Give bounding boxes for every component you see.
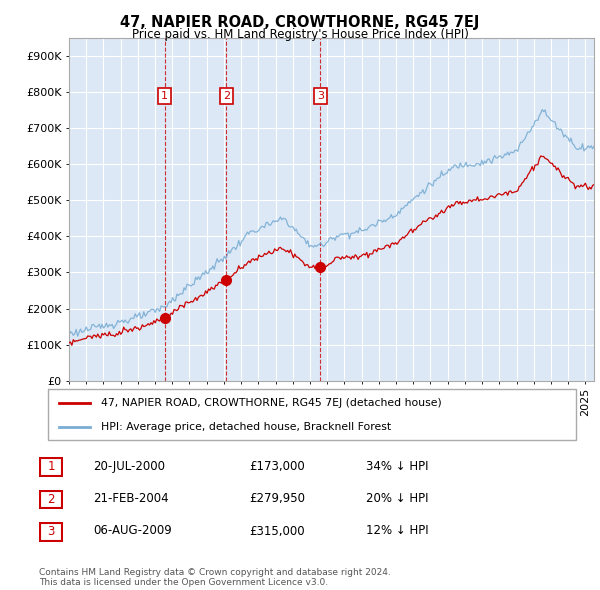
- FancyBboxPatch shape: [40, 491, 62, 508]
- Text: £315,000: £315,000: [249, 525, 305, 537]
- FancyBboxPatch shape: [40, 523, 62, 540]
- Text: 20-JUL-2000: 20-JUL-2000: [93, 460, 165, 473]
- FancyBboxPatch shape: [40, 458, 62, 476]
- Text: £279,950: £279,950: [249, 492, 305, 505]
- Text: 47, NAPIER ROAD, CROWTHORNE, RG45 7EJ: 47, NAPIER ROAD, CROWTHORNE, RG45 7EJ: [121, 15, 479, 30]
- Text: 3: 3: [317, 91, 324, 101]
- Text: Contains HM Land Registry data © Crown copyright and database right 2024.
This d: Contains HM Land Registry data © Crown c…: [39, 568, 391, 587]
- Text: 47, NAPIER ROAD, CROWTHORNE, RG45 7EJ (detached house): 47, NAPIER ROAD, CROWTHORNE, RG45 7EJ (d…: [101, 398, 442, 408]
- Text: HPI: Average price, detached house, Bracknell Forest: HPI: Average price, detached house, Brac…: [101, 422, 391, 432]
- Text: 06-AUG-2009: 06-AUG-2009: [93, 525, 172, 537]
- Text: 2: 2: [47, 493, 55, 506]
- Text: 21-FEB-2004: 21-FEB-2004: [93, 492, 169, 505]
- Text: £173,000: £173,000: [249, 460, 305, 473]
- Text: 12% ↓ HPI: 12% ↓ HPI: [366, 525, 428, 537]
- FancyBboxPatch shape: [48, 389, 576, 440]
- Text: 34% ↓ HPI: 34% ↓ HPI: [366, 460, 428, 473]
- Text: 3: 3: [47, 525, 55, 539]
- Text: 2: 2: [223, 91, 230, 101]
- Text: 1: 1: [47, 460, 55, 474]
- Text: Price paid vs. HM Land Registry's House Price Index (HPI): Price paid vs. HM Land Registry's House …: [131, 28, 469, 41]
- Text: 20% ↓ HPI: 20% ↓ HPI: [366, 492, 428, 505]
- Text: 1: 1: [161, 91, 168, 101]
